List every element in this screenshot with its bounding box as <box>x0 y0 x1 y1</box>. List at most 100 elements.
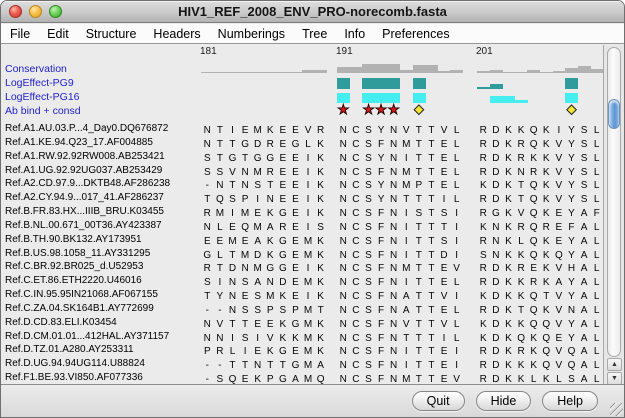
conservation-bar <box>238 72 252 73</box>
sequence-name[interactable]: Ref.A2.CY.94.9...017_41.AF286237 <box>5 192 164 204</box>
residue: I <box>404 277 408 289</box>
residue: D <box>492 318 500 330</box>
residue: R <box>203 208 211 220</box>
residue: K <box>542 138 550 150</box>
sequence-name[interactable]: Ref.C.IN.95.95IN21068.AF067155 <box>5 289 158 301</box>
sequence-name[interactable]: Ref.D.CD.83.ELI.K03454 <box>5 316 117 328</box>
menu-item-headers[interactable]: Headers <box>153 26 201 41</box>
residue: R <box>479 125 487 136</box>
residue: R <box>530 277 538 289</box>
sequence-name[interactable]: Ref.C.BR.92.BR025_d.U52953 <box>5 261 144 273</box>
pg16-bar <box>362 92 376 103</box>
sequence-name[interactable]: Ref.D.TZ.01.A280.AY253311 <box>5 344 134 356</box>
residue: K <box>505 138 512 150</box>
menu-item-preferences[interactable]: Preferences <box>382 26 450 41</box>
residue: N <box>390 360 398 372</box>
residue: Q <box>529 235 538 247</box>
menu-item-edit[interactable]: Edit <box>47 26 69 41</box>
residue: C <box>352 291 360 303</box>
quit-button[interactable]: Quit <box>411 391 465 411</box>
sequence-name[interactable]: Ref.D.UG.94.94UG114.U88824 <box>5 358 145 370</box>
scrollbar-track[interactable] <box>607 47 621 357</box>
residue: M <box>215 208 225 220</box>
menu-item-numberings[interactable]: Numberings <box>217 26 286 41</box>
residue: R <box>216 346 224 358</box>
residue: S <box>440 208 448 220</box>
residue: D <box>492 291 500 303</box>
residue: A <box>580 263 588 275</box>
sequence-name[interactable]: Ref.A1.AU.03.P...4_Day0.DQ676872 <box>5 123 169 134</box>
residue: F <box>378 277 385 289</box>
residue: K <box>505 125 512 136</box>
scrollbar-thumb[interactable] <box>608 99 620 129</box>
residue: K <box>505 180 512 192</box>
residue: I <box>455 346 459 358</box>
resize-grip[interactable] <box>610 403 623 416</box>
residue: D <box>492 263 500 275</box>
sequence-name[interactable]: Ref.B.TH.90.BK132.AY173951 <box>5 233 142 245</box>
residue: K <box>542 304 550 316</box>
residue: K <box>517 249 525 261</box>
residue: G <box>278 208 287 220</box>
vertical-scrollbar[interactable]: ▲ ▼ <box>603 45 624 386</box>
track-label-logeffect-pg9: LogEffect-PG9 <box>5 77 74 89</box>
sequence-name[interactable]: Ref.D.CM.01.01...412HAL.AY371157 <box>5 330 170 342</box>
residue: G <box>278 249 287 261</box>
residue: - <box>218 360 222 372</box>
residue: Q <box>529 304 538 316</box>
help-button[interactable]: Help <box>542 391 598 411</box>
residue: S <box>229 194 236 206</box>
minimize-button-icon[interactable] <box>29 5 42 18</box>
residue: N <box>241 263 249 275</box>
residue: I <box>218 277 222 289</box>
residue: S <box>365 235 372 247</box>
residue: P <box>241 194 249 206</box>
menu-item-tree[interactable]: Tree <box>302 26 328 41</box>
menu-item-file[interactable]: File <box>10 26 31 41</box>
menu-item-info[interactable]: Info <box>344 26 366 41</box>
pg16-bar <box>489 95 503 103</box>
residue: Q <box>554 249 563 261</box>
title-bar[interactable]: HIV1_REF_2008_ENV_PRO-norecomb.fasta <box>1 1 624 23</box>
zoom-button-icon[interactable] <box>49 5 62 18</box>
menu-item-structure[interactable]: Structure <box>85 26 137 41</box>
scroll-up-icon[interactable]: ▲ <box>607 358 622 371</box>
residue: R <box>517 263 525 275</box>
sequence-name[interactable]: Ref.B.US.98.1058_11.AY331295 <box>5 247 151 259</box>
residue: I <box>306 263 310 275</box>
sequence-name[interactable]: Ref.A2.CD.97.9...DKTB48.AF286238 <box>5 178 171 190</box>
sequence-name[interactable]: Ref.A1.RW.92.92RW008.AB253421 <box>5 150 165 162</box>
sequence-name[interactable]: Ref.F1.BE.93.VI850.AF077336 <box>5 372 143 384</box>
residue: E <box>279 194 287 206</box>
residue: K <box>317 166 324 178</box>
residue: T <box>229 360 236 372</box>
sequence-name[interactable]: Ref.A1.KE.94.Q23_17.AF004885 <box>5 136 153 148</box>
residue: N <box>339 125 347 136</box>
sequence-name[interactable]: Ref.B.NL.00.671_00T36.AY423387 <box>5 219 162 231</box>
residue: Y <box>216 291 224 303</box>
sequence-name[interactable]: Ref.C.ET.86.ETH2220.U46016 <box>5 275 142 287</box>
residue: R <box>517 346 525 358</box>
conservation-bar <box>213 72 227 73</box>
residue: S <box>365 374 372 386</box>
hide-button[interactable]: Hide <box>475 391 532 411</box>
close-button-icon[interactable] <box>9 5 22 18</box>
residue: P <box>415 180 423 192</box>
residue: Q <box>241 221 249 233</box>
sequence-name[interactable]: Ref.C.ZA.04.SK164B1.AY772699 <box>5 302 154 314</box>
residue: N <box>339 291 347 303</box>
residue: T <box>428 125 435 136</box>
residue: T <box>428 166 435 178</box>
sequence-name[interactable]: Ref.A1.UG.92.92UG037.AB253429 <box>5 164 163 176</box>
residue: T <box>428 208 435 220</box>
residue: T <box>428 304 435 316</box>
residue: A <box>402 304 410 316</box>
residue: V <box>402 125 410 136</box>
residue: S <box>216 374 224 386</box>
residue: T <box>229 318 236 330</box>
sequence-name[interactable]: Ref.B.FR.83.HX...IIIB_BRU.K03455 <box>5 206 164 218</box>
